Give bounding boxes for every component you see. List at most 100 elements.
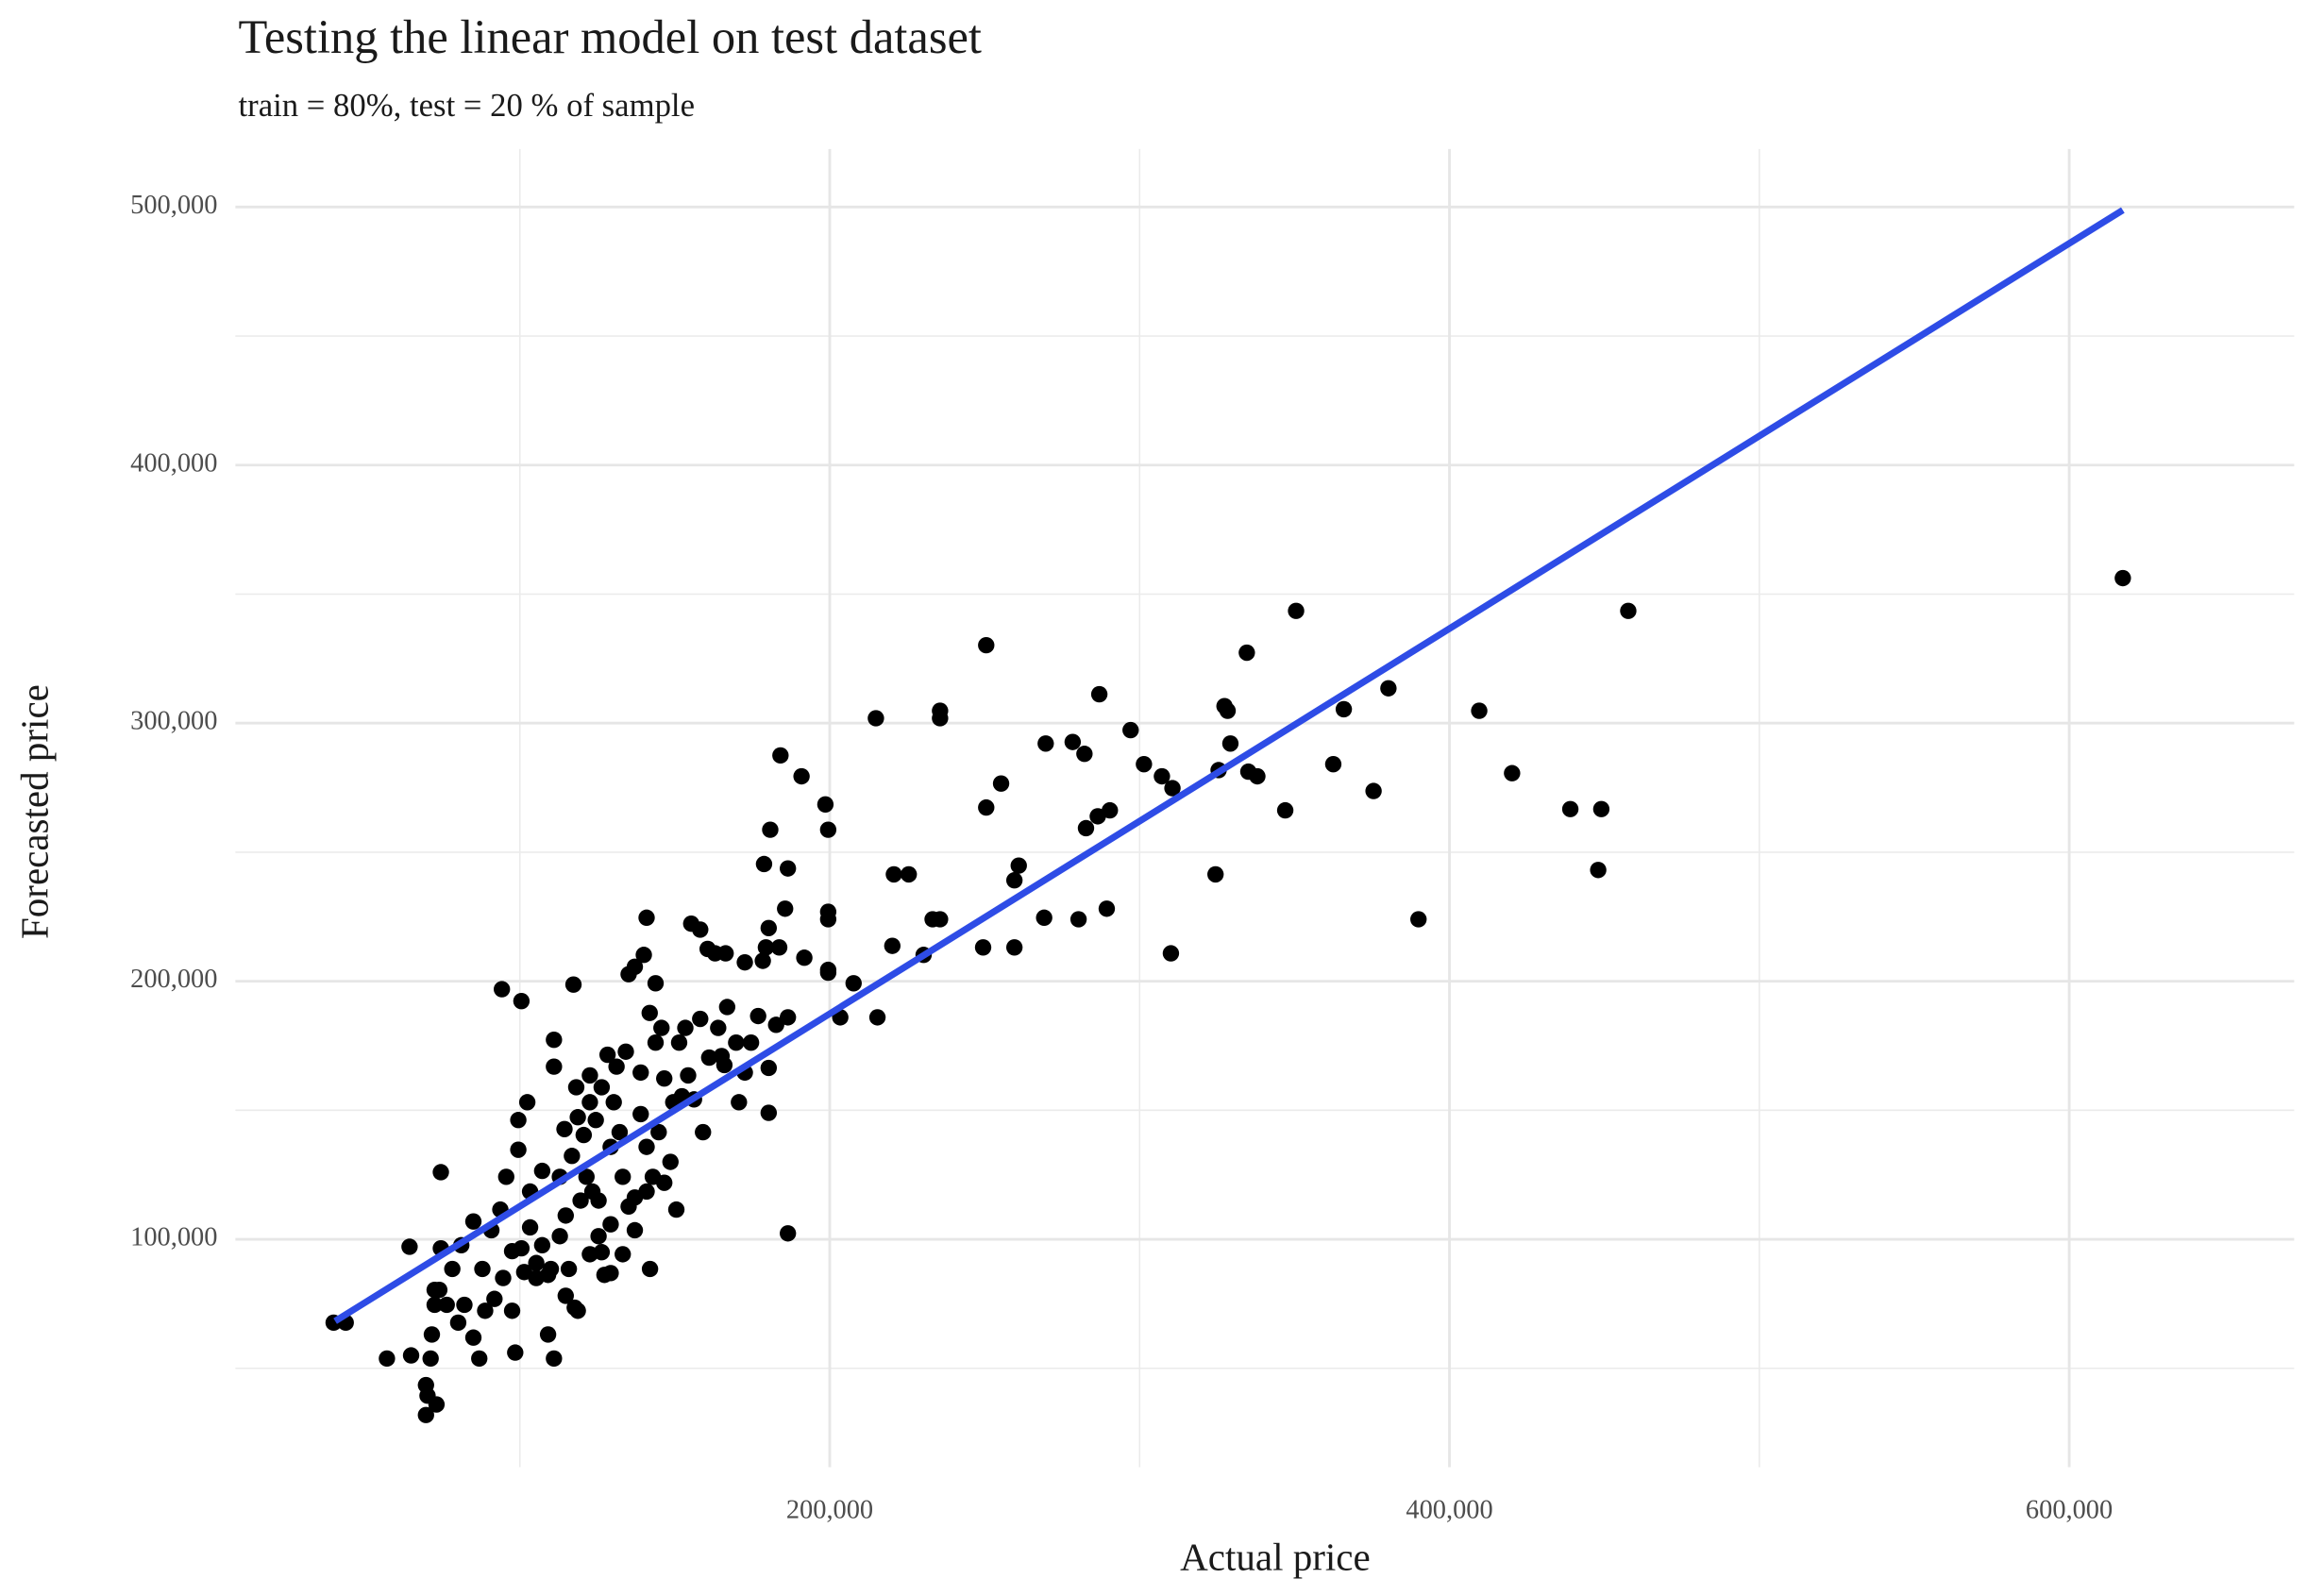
- point: [632, 1064, 649, 1082]
- point: [626, 1221, 644, 1239]
- point: [510, 1141, 527, 1158]
- point: [449, 1314, 467, 1332]
- y-tick-label: 100,000: [130, 1223, 217, 1252]
- point: [564, 976, 582, 993]
- grid: [235, 148, 2295, 1468]
- point: [432, 1164, 449, 1181]
- point: [884, 937, 901, 954]
- point: [593, 1244, 611, 1261]
- point: [780, 860, 797, 877]
- point: [796, 949, 813, 966]
- point: [605, 1094, 622, 1111]
- point: [901, 865, 918, 883]
- point: [760, 1059, 778, 1077]
- x-axis-title: Actual price: [1180, 1535, 1371, 1578]
- point: [1005, 872, 1023, 889]
- point: [1410, 911, 1427, 928]
- point: [845, 975, 862, 992]
- point: [521, 1218, 539, 1236]
- point: [1010, 857, 1027, 874]
- point: [569, 1302, 586, 1319]
- point: [464, 1329, 482, 1346]
- point: [1380, 680, 1397, 697]
- point: [422, 1350, 439, 1368]
- point: [700, 1049, 717, 1067]
- point: [1089, 808, 1106, 825]
- point: [590, 1228, 607, 1245]
- point: [1335, 700, 1353, 718]
- point: [749, 1007, 766, 1025]
- point: [656, 1070, 673, 1087]
- point: [662, 1153, 679, 1170]
- point: [635, 947, 652, 964]
- point: [699, 940, 716, 958]
- point: [515, 1264, 533, 1281]
- point: [757, 939, 775, 956]
- point: [1064, 733, 1082, 750]
- x-tick-label: 200,000: [786, 1495, 873, 1524]
- point: [772, 747, 789, 764]
- point: [638, 1138, 655, 1155]
- point: [533, 1162, 551, 1180]
- point: [767, 1016, 784, 1033]
- point: [615, 1246, 632, 1263]
- point: [486, 1290, 503, 1307]
- point: [867, 710, 884, 727]
- point: [1239, 763, 1257, 781]
- point: [533, 1236, 551, 1254]
- point: [1154, 767, 1170, 785]
- point: [670, 1034, 688, 1051]
- point: [503, 1242, 521, 1260]
- point: [438, 1296, 455, 1314]
- point: [817, 796, 834, 814]
- point: [932, 710, 949, 727]
- point: [728, 1034, 745, 1051]
- point: [1069, 911, 1087, 928]
- point: [551, 1228, 568, 1245]
- point: [1276, 801, 1294, 819]
- point: [556, 1120, 573, 1137]
- point: [581, 1067, 598, 1084]
- point: [611, 1123, 629, 1141]
- point: [417, 1406, 434, 1423]
- point: [742, 1034, 760, 1051]
- point: [760, 1104, 778, 1121]
- point: [1471, 702, 1488, 719]
- point: [1288, 602, 1305, 619]
- point: [617, 1043, 634, 1060]
- point: [602, 1216, 619, 1233]
- marks: [325, 207, 2131, 1423]
- point: [819, 961, 837, 979]
- point: [1076, 746, 1093, 763]
- point: [471, 1350, 488, 1368]
- point: [780, 1225, 797, 1242]
- point: [546, 1058, 563, 1075]
- point: [682, 915, 699, 932]
- point: [1122, 721, 1139, 739]
- point: [647, 975, 665, 992]
- point: [1365, 782, 1382, 799]
- point: [736, 953, 753, 971]
- point: [1090, 685, 1108, 703]
- point: [528, 1254, 545, 1271]
- chart-title: Testing the linear model on test dataset: [239, 10, 982, 63]
- point: [713, 1048, 731, 1065]
- y-tick-label: 400,000: [130, 448, 217, 478]
- point: [426, 1281, 444, 1299]
- point: [770, 939, 788, 956]
- y-tick-label: 300,000: [130, 707, 217, 736]
- point: [557, 1207, 574, 1224]
- point: [2114, 569, 2131, 587]
- point: [1136, 755, 1153, 773]
- point: [638, 909, 655, 927]
- fit-line: [333, 207, 2125, 1324]
- point: [546, 1350, 563, 1368]
- y-axis-title: Forecasted price: [12, 684, 56, 939]
- point: [602, 1265, 619, 1282]
- point: [762, 821, 779, 838]
- point: [718, 999, 736, 1016]
- point: [1005, 939, 1023, 956]
- point: [868, 1009, 886, 1026]
- point: [641, 1260, 659, 1278]
